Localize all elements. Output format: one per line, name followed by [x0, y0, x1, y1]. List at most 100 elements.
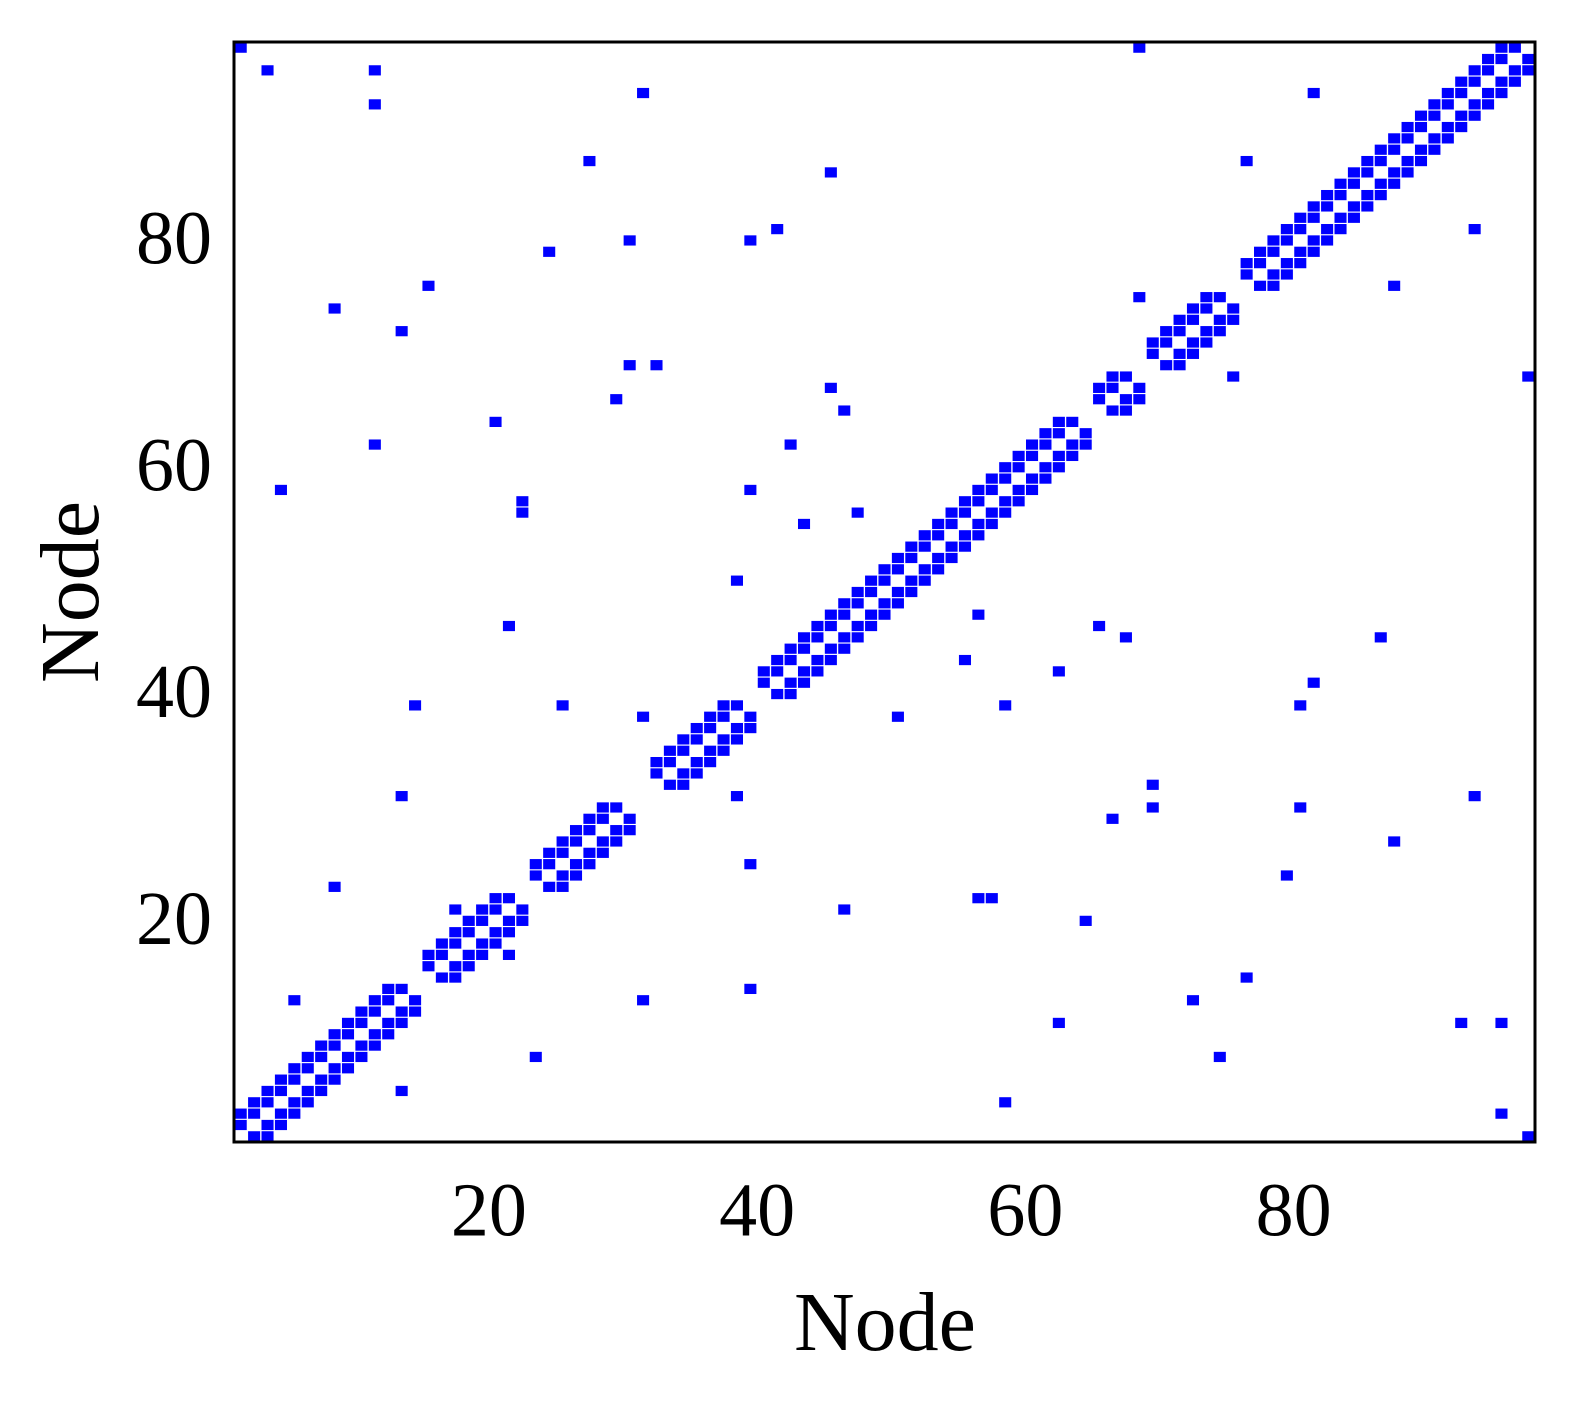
matrix-entry — [583, 859, 596, 870]
matrix-entry — [704, 722, 717, 734]
matrix-entry — [744, 484, 757, 496]
matrix-entry — [596, 802, 609, 813]
matrix-entry — [1280, 235, 1293, 246]
matrix-entry — [1468, 65, 1481, 76]
matrix-entry — [1482, 99, 1495, 110]
matrix-entry — [905, 552, 918, 564]
matrix-entry — [1052, 416, 1065, 427]
matrix-entry — [865, 609, 878, 620]
matrix-entry — [328, 1029, 341, 1040]
matrix-entry — [569, 870, 583, 881]
matrix-entry — [1522, 1131, 1535, 1142]
matrix-entry — [999, 700, 1012, 711]
matrix-entry — [985, 473, 998, 484]
matrix-entry — [1482, 65, 1495, 76]
matrix-entry — [1294, 212, 1307, 223]
matrix-entry — [623, 825, 636, 836]
matrix-entry — [650, 360, 663, 371]
matrix-entry — [489, 893, 502, 904]
matrix-entry — [1482, 87, 1495, 99]
matrix-entry — [368, 65, 381, 76]
matrix-entry — [905, 586, 918, 598]
matrix-entry — [1186, 995, 1200, 1006]
matrix-entry — [328, 1063, 341, 1074]
matrix-entry — [462, 949, 475, 960]
matrix-entry — [1468, 99, 1481, 110]
matrix-entry — [1213, 326, 1226, 337]
matrix-entry — [1280, 269, 1293, 280]
matrix-entry — [1374, 144, 1387, 155]
matrix-entry — [261, 1119, 274, 1131]
matrix-entry — [1388, 178, 1401, 189]
matrix-entry — [489, 904, 502, 915]
matrix-entry — [690, 757, 703, 768]
matrix-entry — [677, 768, 690, 779]
matrix-entry — [610, 802, 623, 813]
matrix-entry — [1468, 110, 1481, 121]
matrix-entry — [395, 1085, 408, 1097]
y-tick-label: 80 — [136, 197, 212, 281]
matrix-entry — [650, 768, 663, 779]
matrix-entry — [288, 1063, 301, 1074]
matrix-entry — [409, 1006, 422, 1017]
matrix-entry — [838, 405, 851, 416]
matrix-entry — [1428, 144, 1441, 155]
matrix-entry — [1347, 201, 1360, 212]
matrix-entry — [1052, 462, 1065, 473]
matrix-entry — [958, 507, 972, 518]
matrix-entry — [1508, 65, 1521, 76]
matrix-entry — [449, 904, 462, 915]
matrix-entry — [583, 825, 596, 836]
matrix-entry — [1334, 212, 1347, 223]
matrix-entry — [1186, 303, 1200, 314]
matrix-entry — [516, 904, 529, 915]
matrix-entry — [1200, 326, 1213, 337]
matrix-entry — [1482, 53, 1495, 65]
matrix-entry — [1388, 144, 1401, 155]
matrix-entry — [905, 541, 918, 552]
matrix-entry — [1119, 632, 1132, 643]
matrix-entry — [1106, 813, 1119, 824]
matrix-entry — [1388, 133, 1401, 144]
matrix-entry — [1146, 779, 1159, 790]
matrix-entry — [811, 654, 824, 666]
x-tick-label: 20 — [451, 1168, 527, 1252]
matrix-entry — [341, 1063, 355, 1074]
matrix-entry — [704, 711, 717, 722]
matrix-entry — [999, 462, 1012, 473]
matrix-entry — [1227, 371, 1240, 382]
matrix-entry — [476, 938, 489, 949]
matrix-entry — [610, 394, 623, 405]
matrix-entry — [1495, 76, 1508, 87]
matrix-entry — [1106, 405, 1119, 416]
matrix-entry — [489, 927, 502, 938]
matrix-entry — [543, 847, 556, 858]
matrix-entry — [1093, 620, 1106, 632]
matrix-entry — [1334, 178, 1347, 189]
matrix-entry — [328, 881, 341, 892]
matrix-entry — [1280, 258, 1293, 269]
matrix-entry — [1334, 189, 1347, 201]
matrix-entry — [918, 541, 931, 552]
matrix-entry — [1455, 87, 1468, 99]
matrix-entry — [610, 836, 623, 847]
matrix-entry — [328, 1074, 341, 1085]
matrix-entry — [663, 757, 676, 768]
matrix-entry — [1160, 360, 1173, 371]
matrix-entry — [1414, 155, 1428, 167]
matrix-entry — [1133, 292, 1146, 303]
matrix-entry — [315, 1040, 328, 1051]
matrix-entry — [797, 632, 811, 643]
matrix-entry — [838, 609, 851, 620]
matrix-entry — [462, 915, 475, 926]
matrix-entry — [395, 983, 408, 995]
matrix-entry — [583, 155, 596, 167]
matrix-entry — [1267, 280, 1280, 291]
matrix-entry — [1401, 167, 1414, 178]
matrix-entry — [1160, 337, 1173, 348]
matrix-entry — [1321, 224, 1334, 235]
matrix-entry — [1374, 189, 1387, 201]
matrix-entry — [945, 518, 958, 530]
matrix-entry — [1414, 144, 1428, 155]
matrix-entry — [784, 677, 797, 688]
